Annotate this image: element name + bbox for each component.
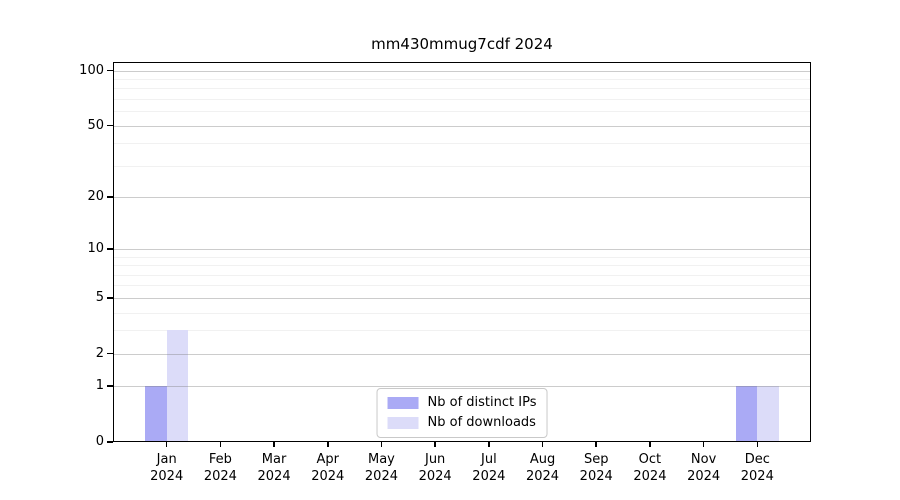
x-tick-month: Sep <box>583 452 609 467</box>
x-tick-year: 2024 <box>311 469 345 484</box>
x-tick-mark <box>488 442 490 447</box>
x-tick-year: 2024 <box>740 469 774 484</box>
x-tick-mark <box>380 442 383 447</box>
x-tick-month: Apr <box>316 452 340 467</box>
gridline-minor <box>113 256 811 258</box>
legend-label-distinct-ips: Nb of distinct IPs <box>427 395 537 410</box>
x-tick-month: Feb <box>208 452 232 467</box>
y-tick-label: 100 <box>79 62 104 78</box>
gridline-minor <box>113 79 811 81</box>
x-tick-mark <box>273 442 275 447</box>
legend-item-distinct-ips: Nb of distinct IPs <box>387 395 537 411</box>
chart-title: mm430mmug7cdf 2024 <box>371 35 553 53</box>
x-tick-mark <box>756 442 759 447</box>
x-tick-label: Feb 2024 <box>185 451 255 485</box>
x-tick-label: Aug 2024 <box>508 451 578 485</box>
y-tick-mark <box>107 297 113 299</box>
gridline-minor <box>113 274 811 276</box>
x-tick-label: Nov 2024 <box>669 451 739 485</box>
bar-downloads-dec <box>757 386 779 442</box>
plot-area: Nb of distinct IPs Nb of downloads <box>113 62 811 442</box>
bar-distinct-ips-jan <box>145 386 167 442</box>
gridline-major <box>113 249 811 251</box>
x-tick-year: 2024 <box>579 469 613 484</box>
gridline-minor <box>113 312 811 314</box>
y-tick-mark <box>107 248 113 250</box>
y-tick-label: 10 <box>87 241 104 257</box>
x-tick-mark <box>702 442 705 447</box>
x-tick-month: Aug <box>529 452 556 467</box>
legend-label-downloads: Nb of downloads <box>427 415 536 430</box>
y-tick-mark <box>107 124 113 127</box>
y-tick-mark <box>107 441 113 443</box>
x-tick-month: Nov <box>690 452 717 467</box>
x-tick-label: Jun 2024 <box>400 451 470 485</box>
x-tick-mark <box>649 442 651 447</box>
x-tick-label: Jan 2024 <box>132 451 202 485</box>
gridline-major <box>113 197 811 199</box>
gridline-minor <box>113 330 811 332</box>
x-tick-month: Jan <box>156 452 177 467</box>
x-tick-year: 2024 <box>257 469 291 484</box>
x-tick-year: 2024 <box>472 469 506 484</box>
y-tick-label: 1 <box>95 378 104 394</box>
x-tick-year: 2024 <box>633 469 667 484</box>
legend-swatch-downloads <box>387 417 419 429</box>
x-tick-mark <box>165 442 168 447</box>
gridline-major <box>113 386 811 388</box>
x-tick-year: 2024 <box>364 469 398 484</box>
y-tick-label: 50 <box>87 117 104 133</box>
x-tick-month: Oct <box>638 452 662 467</box>
x-tick-month: Mar <box>261 452 287 467</box>
y-tick-label: 5 <box>95 289 104 305</box>
x-tick-year: 2024 <box>525 469 560 484</box>
x-tick-label: Sep 2024 <box>561 451 631 485</box>
x-tick-mark <box>219 442 222 447</box>
x-tick-label: Apr 2024 <box>293 451 363 485</box>
gridline-minor <box>113 88 811 90</box>
x-tick-mark <box>541 442 544 447</box>
gridline-major <box>113 70 811 72</box>
x-tick-label: Oct 2024 <box>615 451 685 485</box>
y-tick-label: 20 <box>87 189 104 205</box>
gridline-major <box>113 125 811 127</box>
x-tick-month: May <box>368 452 395 467</box>
legend: Nb of distinct IPs Nb of downloads <box>376 388 548 438</box>
x-tick-year: 2024 <box>150 469 184 484</box>
x-tick-label: Jul 2024 <box>454 451 524 485</box>
x-tick-month: Jul <box>481 452 497 467</box>
x-tick-label: May 2024 <box>346 451 416 485</box>
gridline-major <box>113 353 811 355</box>
x-tick-year: 2024 <box>687 469 721 484</box>
y-tick-label: 0 <box>95 434 104 449</box>
y-tick-mark <box>107 352 113 355</box>
gridline-minor <box>113 165 811 167</box>
bar-downloads-jan <box>166 330 189 442</box>
legend-swatch-distinct-ips <box>387 397 419 409</box>
gridline-minor <box>113 99 811 101</box>
x-tick-mark <box>434 442 436 447</box>
y-tick-mark <box>107 385 113 387</box>
y-tick-label: 2 <box>95 345 104 361</box>
x-tick-mark <box>327 442 329 447</box>
gridline-major <box>113 297 811 299</box>
x-tick-mark <box>595 442 597 447</box>
gridline-minor <box>113 285 811 287</box>
gridline-minor <box>113 111 811 113</box>
legend-item-downloads: Nb of downloads <box>387 415 537 431</box>
y-tick-mark <box>107 196 113 198</box>
x-tick-month: Jun <box>424 452 446 467</box>
x-tick-label: Dec 2024 <box>722 451 792 485</box>
x-tick-year: 2024 <box>203 469 237 484</box>
gridline-minor <box>113 265 811 267</box>
x-tick-year: 2024 <box>418 469 452 484</box>
bar-distinct-ips-dec <box>735 386 758 442</box>
x-tick-month: Dec <box>744 452 770 467</box>
y-tick-mark <box>107 69 113 72</box>
gridline-minor <box>113 143 811 145</box>
x-tick-label: Mar 2024 <box>239 451 309 485</box>
